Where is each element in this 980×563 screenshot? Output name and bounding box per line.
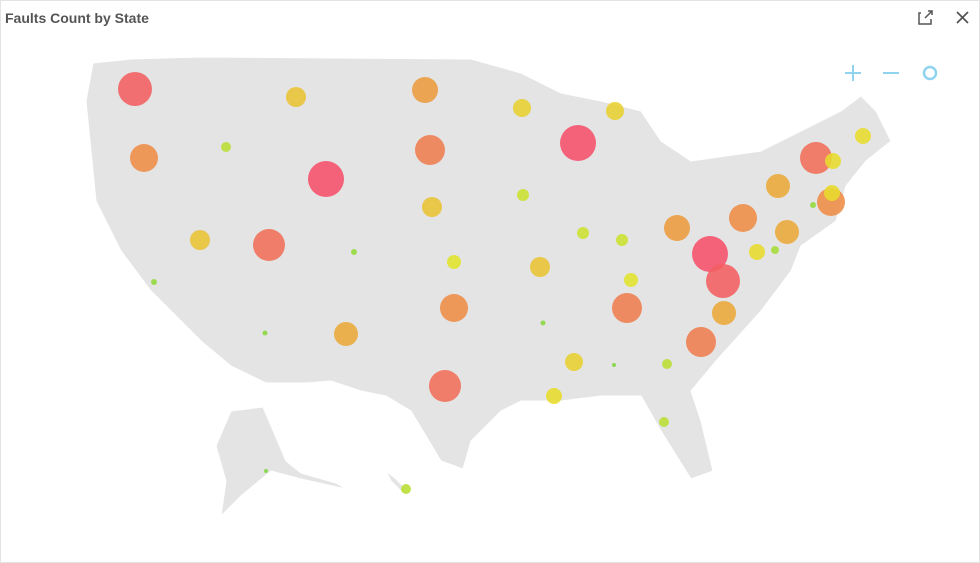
fault-bubble[interactable]: [612, 363, 616, 367]
reset-view[interactable]: [922, 65, 938, 81]
fault-bubble[interactable]: [729, 204, 757, 232]
fault-bubble[interactable]: [825, 153, 841, 169]
fault-bubble[interactable]: [513, 99, 531, 117]
fault-bubble[interactable]: [855, 128, 871, 144]
fault-bubble[interactable]: [422, 197, 442, 217]
fault-bubble[interactable]: [712, 301, 736, 325]
zoom-in[interactable]: [845, 65, 861, 81]
fault-bubble[interactable]: [766, 174, 790, 198]
fault-bubble[interactable]: [810, 202, 816, 208]
fault-bubble[interactable]: [440, 294, 468, 322]
fault-bubble[interactable]: [130, 144, 158, 172]
fault-bubble[interactable]: [659, 417, 669, 427]
fault-bubble[interactable]: [447, 255, 461, 269]
fault-bubble[interactable]: [546, 388, 562, 404]
fault-bubble[interactable]: [412, 77, 438, 103]
fault-bubble[interactable]: [429, 370, 461, 402]
fault-bubble[interactable]: [221, 142, 231, 152]
fault-bubble[interactable]: [824, 185, 840, 201]
fault-bubble[interactable]: [118, 72, 152, 106]
fault-bubble[interactable]: [686, 327, 716, 357]
fault-bubble[interactable]: [775, 220, 799, 244]
fault-bubble[interactable]: [577, 227, 589, 239]
fault-bubble[interactable]: [565, 353, 583, 371]
fault-bubble[interactable]: [262, 330, 268, 336]
fault-bubble[interactable]: [606, 102, 624, 120]
fault-bubble[interactable]: [624, 273, 638, 287]
fault-bubble[interactable]: [351, 249, 357, 255]
map-land: [85, 56, 892, 518]
fault-bubble[interactable]: [706, 264, 740, 298]
fault-bubble[interactable]: [616, 234, 628, 246]
fault-bubble[interactable]: [771, 246, 779, 254]
fault-bubble[interactable]: [517, 189, 529, 201]
share-button[interactable]: [918, 10, 933, 25]
bubbles: [118, 72, 871, 494]
fault-bubble[interactable]: [334, 322, 358, 346]
close-button[interactable]: [956, 11, 969, 24]
fault-bubble[interactable]: [190, 230, 210, 250]
fault-bubble[interactable]: [264, 469, 268, 473]
fault-bubble[interactable]: [800, 142, 832, 174]
fault-bubble[interactable]: [286, 87, 306, 107]
fault-bubble[interactable]: [662, 359, 672, 369]
fault-bubble[interactable]: [401, 484, 411, 494]
fault-bubble[interactable]: [253, 229, 285, 261]
fault-bubble[interactable]: [692, 236, 728, 272]
fault-bubble[interactable]: [308, 161, 344, 197]
widget-title: Faults Count by State: [5, 10, 149, 26]
fault-bubble[interactable]: [151, 279, 157, 285]
fault-bubble[interactable]: [540, 320, 546, 326]
fault-bubble[interactable]: [530, 257, 550, 277]
fault-bubble[interactable]: [612, 293, 642, 323]
fault-bubble[interactable]: [749, 244, 765, 260]
fault-bubble[interactable]: [415, 135, 445, 165]
fault-bubble[interactable]: [664, 215, 690, 241]
fault-bubble[interactable]: [560, 125, 596, 161]
